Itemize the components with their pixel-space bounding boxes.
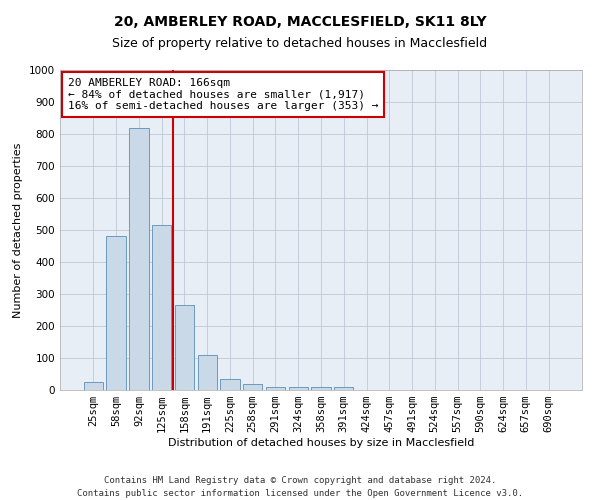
Text: Size of property relative to detached houses in Macclesfield: Size of property relative to detached ho… [112,38,488,51]
Bar [106,236,126,390]
Bar [129,128,149,390]
Bar [311,388,331,390]
Bar [152,225,172,390]
Bar [197,355,217,390]
Bar [220,379,239,390]
Bar [334,388,353,390]
Bar [175,305,194,390]
Bar [84,382,103,390]
Bar [289,388,308,390]
Bar [243,384,262,390]
X-axis label: Distribution of detached houses by size in Macclesfield: Distribution of detached houses by size … [168,438,474,448]
Bar [266,387,285,390]
Text: 20 AMBERLEY ROAD: 166sqm
← 84% of detached houses are smaller (1,917)
16% of sem: 20 AMBERLEY ROAD: 166sqm ← 84% of detach… [68,78,379,111]
Text: 20, AMBERLEY ROAD, MACCLESFIELD, SK11 8LY: 20, AMBERLEY ROAD, MACCLESFIELD, SK11 8L… [113,15,487,29]
Y-axis label: Number of detached properties: Number of detached properties [13,142,23,318]
Text: Contains HM Land Registry data © Crown copyright and database right 2024.
Contai: Contains HM Land Registry data © Crown c… [77,476,523,498]
